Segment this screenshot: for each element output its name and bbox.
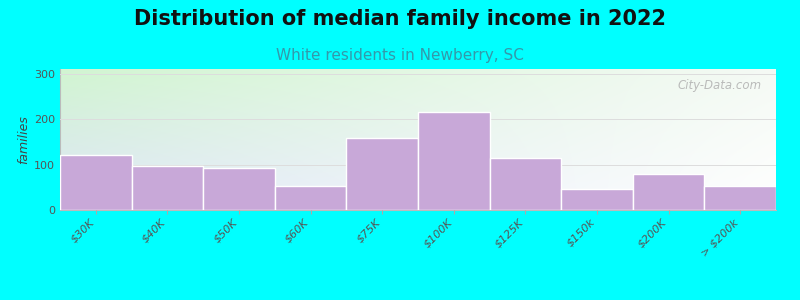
Text: City-Data.com: City-Data.com [678,79,762,92]
Text: Distribution of median family income in 2022: Distribution of median family income in … [134,9,666,29]
Bar [490,158,562,210]
Bar [346,138,418,210]
Bar [418,112,490,210]
Bar [60,155,132,210]
Bar [633,174,705,210]
Y-axis label: families: families [17,115,30,164]
Bar [275,186,346,210]
Bar [132,166,203,210]
Text: White residents in Newberry, SC: White residents in Newberry, SC [276,48,524,63]
Bar [705,186,776,210]
Bar [562,189,633,210]
Bar [203,168,275,210]
